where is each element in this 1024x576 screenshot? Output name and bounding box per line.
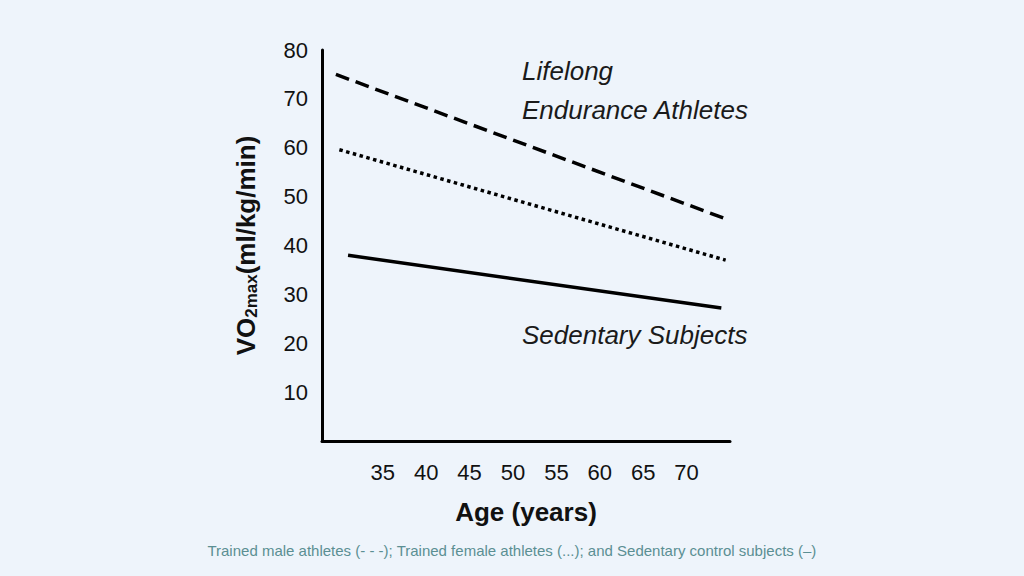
svg-text:30: 30: [284, 282, 308, 307]
svg-text:Trained male athletes (- - -);: Trained male athletes (- - -); Trained f…: [207, 542, 816, 559]
svg-text:35: 35: [371, 460, 395, 485]
svg-text:45: 45: [457, 460, 481, 485]
svg-text:2max: 2max: [242, 274, 261, 318]
svg-text:50: 50: [284, 184, 308, 209]
svg-text:40: 40: [284, 233, 308, 258]
svg-text:20: 20: [284, 331, 308, 356]
svg-text:VO: VO: [231, 318, 261, 356]
svg-text:70: 70: [284, 86, 308, 111]
svg-text:65: 65: [631, 460, 655, 485]
svg-text:50: 50: [501, 460, 525, 485]
svg-text:Sedentary Subjects: Sedentary Subjects: [522, 320, 747, 350]
svg-text:60: 60: [284, 135, 308, 160]
svg-text:60: 60: [588, 460, 612, 485]
svg-text:70: 70: [674, 460, 698, 485]
svg-text:Endurance Athletes: Endurance Athletes: [522, 95, 748, 125]
svg-text:Age (years): Age (years): [455, 497, 597, 527]
svg-text:80: 80: [284, 38, 308, 63]
svg-text:10: 10: [284, 380, 308, 405]
svg-text:Lifelong: Lifelong: [522, 56, 614, 86]
svg-text:55: 55: [544, 460, 568, 485]
svg-text:(ml/kg/min): (ml/kg/min): [231, 136, 261, 275]
svg-text:40: 40: [414, 460, 438, 485]
